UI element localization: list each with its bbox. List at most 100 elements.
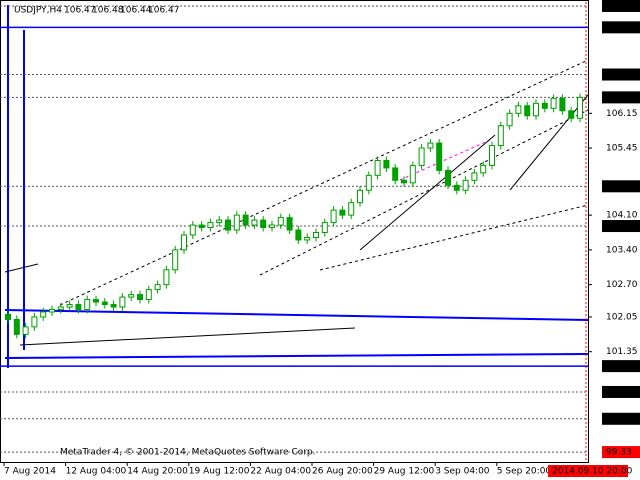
candle-body [207,222,214,229]
candle-body [392,167,399,181]
x-tick-label: 5 Sep 20:00 [497,467,552,477]
y-tick-label: 101.35 [606,347,638,357]
candle-body [577,96,583,119]
candle-body [348,202,355,216]
candle-body [198,224,205,229]
trend-line [4,309,589,321]
candle-body [22,326,29,335]
x-tick-label: 3 Sep 04:00 [435,467,490,477]
channel-line [259,109,589,276]
candle-body [357,189,363,204]
candle-body [541,102,548,109]
candle-body [559,97,566,112]
x-tick-label: 12 Aug 04:00 [66,467,127,477]
cursor-label: 2014.09.10 20:00 [552,467,633,477]
candle-body [550,97,557,109]
candle-body [524,105,531,117]
candle-body [75,304,82,310]
candle-body [154,284,161,291]
level-label: 103.88 [606,222,638,232]
level-label: 108.31 [606,1,638,11]
candle-body [137,294,143,301]
candle-body [181,234,187,251]
x-tick-label: 29 Aug 12:00 [374,467,435,477]
trend-line [359,134,496,251]
level-label: 106.47 [606,93,638,103]
candle-body [489,145,495,166]
candle-body [321,222,328,233]
channel-line [59,59,589,306]
candle-body [13,318,20,335]
level-label: 100.00 [606,414,638,424]
candle-body [471,172,478,181]
y-tick-label: 102.05 [606,312,638,322]
candle-body [172,249,179,271]
trend-line [4,263,39,273]
candle-body [330,209,337,224]
candle-body [128,294,135,298]
y-tick-label: 104.10 [606,211,638,221]
copyright: MetaTrader 4, © 2001-2014, MetaQuotes So… [60,448,316,458]
level-label: 104.68 [606,182,638,192]
candle-body [57,306,64,310]
candle-body [40,311,47,318]
candle-body [568,110,575,119]
ohlc-value: 106.44 [120,6,152,16]
x-tick-label: 19 Aug 12:00 [189,467,250,477]
level-box [602,446,640,459]
candle-body [233,214,240,231]
level-label: 101.06 [606,362,638,372]
channel-line [399,139,491,181]
candle-body [101,301,108,306]
candle-body [189,224,196,236]
candle-body [31,316,38,328]
level-box [602,360,640,373]
candle-body [269,224,275,229]
y-tick-label: 103.40 [606,245,638,255]
candle-body [119,296,126,308]
candle-body [145,289,152,301]
candle-body [462,179,469,191]
candle-body [445,169,451,186]
candle-body [383,159,390,169]
level-box [602,21,640,34]
candle-body [242,214,249,226]
level-box [602,0,640,12]
candle-body [313,231,319,238]
level-label: 106.93 [606,70,638,80]
cursor-box [548,465,628,477]
x-tick-label: 22 Aug 04:00 [250,467,311,477]
trend-line [19,327,356,346]
symbol: USDJPY,H4 [14,6,62,16]
analysis-objects [4,2,589,462]
candle-body [339,209,346,216]
candle-body [506,112,513,127]
candle-body [66,304,73,308]
candle-body [84,299,91,310]
candle-body [418,147,425,166]
y-tick-label: 106.15 [606,109,638,119]
candle-body [497,125,504,147]
level-box [602,68,640,81]
candle-body [295,229,302,241]
trend-line [509,94,589,191]
candle-body [49,308,55,313]
candle-body [480,164,487,174]
candle-body [436,142,443,171]
level-label: 100.54 [606,387,638,397]
candle-body [216,219,223,224]
channel-line [319,204,589,271]
level-box [602,385,640,398]
plot-frame [0,0,589,463]
trend-line [4,353,589,359]
ohlc-value: 106.47 [64,6,96,16]
candle-body [277,217,284,226]
candle-body [93,299,99,303]
level-box [602,180,640,193]
candle-body [453,184,460,191]
candle-body [401,179,407,184]
level-box [602,412,640,425]
level-box [602,220,640,233]
